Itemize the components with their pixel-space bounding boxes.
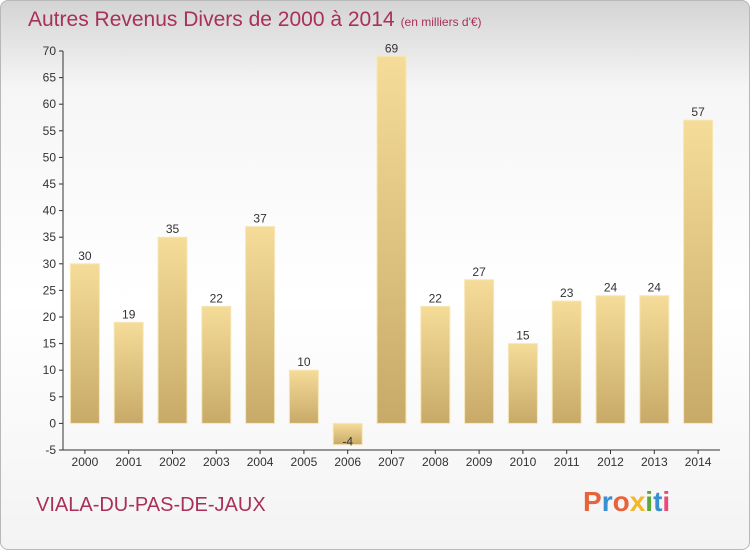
bar-2012 — [595, 295, 626, 424]
x-tick-label-2004: 2004 — [247, 455, 274, 469]
x-tick-label-2000: 2000 — [72, 455, 99, 469]
logo-letter: t — [653, 486, 663, 517]
logo-letter: x — [629, 486, 646, 517]
x-tick-label-2003: 2003 — [203, 455, 230, 469]
data-label-2001: 19 — [122, 307, 136, 321]
data-label-2003: 22 — [210, 291, 224, 305]
y-tick-label: 65 — [43, 71, 57, 85]
chart-title: Autres Revenus Divers de 2000 à 2014 (en … — [28, 8, 482, 32]
x-tick-label-2011: 2011 — [554, 455, 580, 469]
y-tick-label: -5 — [45, 443, 56, 457]
data-label-2002: 35 — [166, 222, 180, 236]
y-tick-label: 50 — [43, 150, 57, 164]
x-tick-label-2007: 2007 — [378, 455, 405, 469]
x-tick-label-2002: 2002 — [159, 455, 186, 469]
logo-letter: P — [583, 486, 602, 517]
chart-title-text: Autres Revenus Divers de 2000 à 2014 — [28, 8, 395, 31]
data-label-2014: 57 — [691, 105, 705, 119]
bar-2014 — [683, 119, 714, 424]
bar-2009 — [464, 279, 495, 424]
y-tick-label: 30 — [43, 257, 57, 271]
data-label-2008: 22 — [429, 291, 443, 305]
bar-2002 — [157, 236, 188, 424]
bar-2008 — [420, 305, 451, 424]
x-tick-label-2001: 2001 — [115, 455, 142, 469]
y-tick-label: 20 — [43, 310, 57, 324]
bar-2004 — [245, 226, 276, 424]
bar-2001 — [113, 321, 144, 424]
chart-unit: (en milliers d'€) — [400, 15, 482, 29]
data-label-2011: 23 — [560, 286, 574, 300]
logo-letter: o — [612, 486, 630, 517]
y-tick-label: 70 — [43, 44, 57, 58]
bar-2005 — [288, 369, 319, 424]
proxiti-logo: Proxiti — [583, 486, 670, 518]
data-label-2004: 37 — [253, 212, 267, 226]
bar-2000 — [69, 263, 100, 424]
y-tick-label: 10 — [43, 363, 57, 377]
data-label-2013: 24 — [648, 281, 662, 295]
data-label-2000: 30 — [78, 249, 92, 263]
bar-2003 — [201, 305, 232, 424]
y-tick-label: 15 — [43, 337, 57, 351]
bar-2006 — [332, 422, 363, 446]
x-tick-label-2005: 2005 — [291, 455, 318, 469]
data-label-2005: 10 — [297, 355, 311, 369]
bar-2011 — [551, 300, 582, 424]
y-tick-label: 25 — [43, 283, 57, 297]
logo-letter: r — [601, 486, 613, 517]
y-tick-label: 55 — [43, 124, 57, 138]
bar-2010 — [507, 343, 538, 424]
logo-letter: i — [645, 486, 654, 517]
data-label-2006: -4 — [342, 435, 353, 449]
x-tick-label-2009: 2009 — [466, 455, 493, 469]
x-tick-label-2008: 2008 — [422, 455, 449, 469]
x-tick-label-2012: 2012 — [597, 455, 624, 469]
x-tick-label-2006: 2006 — [334, 455, 361, 469]
commune-name: VIALA-DU-PAS-DE-JAUX — [36, 494, 266, 516]
data-label-2009: 27 — [472, 265, 486, 279]
data-label-2012: 24 — [604, 281, 618, 295]
y-tick-label: 0 — [49, 416, 56, 430]
data-label-2010: 15 — [516, 329, 530, 343]
y-tick-label: 5 — [49, 390, 56, 404]
x-tick-label-2013: 2013 — [641, 455, 668, 469]
logo-letter: i — [662, 486, 671, 517]
data-label-2007: 69 — [385, 41, 399, 55]
bar-2013 — [639, 295, 670, 424]
y-tick-label: 40 — [43, 204, 57, 218]
bar-2007 — [376, 55, 407, 424]
y-tick-label: 35 — [43, 230, 57, 244]
y-tick-label: 60 — [43, 97, 57, 111]
x-tick-label-2014: 2014 — [685, 455, 712, 469]
y-tick-label: 45 — [43, 177, 57, 191]
x-tick-label-2010: 2010 — [510, 455, 537, 469]
